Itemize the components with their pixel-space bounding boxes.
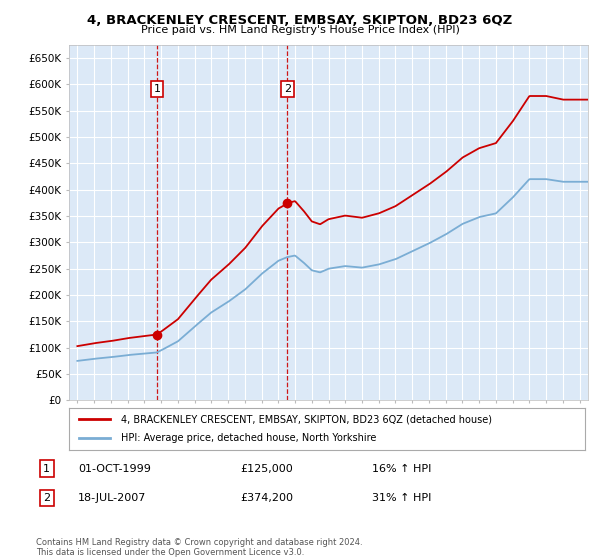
Text: 2: 2: [43, 493, 50, 503]
Text: 2: 2: [284, 84, 291, 94]
Text: Price paid vs. HM Land Registry's House Price Index (HPI): Price paid vs. HM Land Registry's House …: [140, 25, 460, 35]
Text: 16% ↑ HPI: 16% ↑ HPI: [372, 464, 431, 474]
Text: 1: 1: [43, 464, 50, 474]
Text: 31% ↑ HPI: 31% ↑ HPI: [372, 493, 431, 503]
Text: HPI: Average price, detached house, North Yorkshire: HPI: Average price, detached house, Nort…: [121, 433, 376, 443]
Text: 1: 1: [154, 84, 160, 94]
Text: Contains HM Land Registry data © Crown copyright and database right 2024.
This d: Contains HM Land Registry data © Crown c…: [36, 538, 362, 557]
Text: 01-OCT-1999: 01-OCT-1999: [78, 464, 151, 474]
Text: £374,200: £374,200: [240, 493, 293, 503]
Text: £125,000: £125,000: [240, 464, 293, 474]
Text: 18-JUL-2007: 18-JUL-2007: [78, 493, 146, 503]
Text: 4, BRACKENLEY CRESCENT, EMBSAY, SKIPTON, BD23 6QZ (detached house): 4, BRACKENLEY CRESCENT, EMBSAY, SKIPTON,…: [121, 414, 491, 424]
Text: 4, BRACKENLEY CRESCENT, EMBSAY, SKIPTON, BD23 6QZ: 4, BRACKENLEY CRESCENT, EMBSAY, SKIPTON,…: [88, 14, 512, 27]
